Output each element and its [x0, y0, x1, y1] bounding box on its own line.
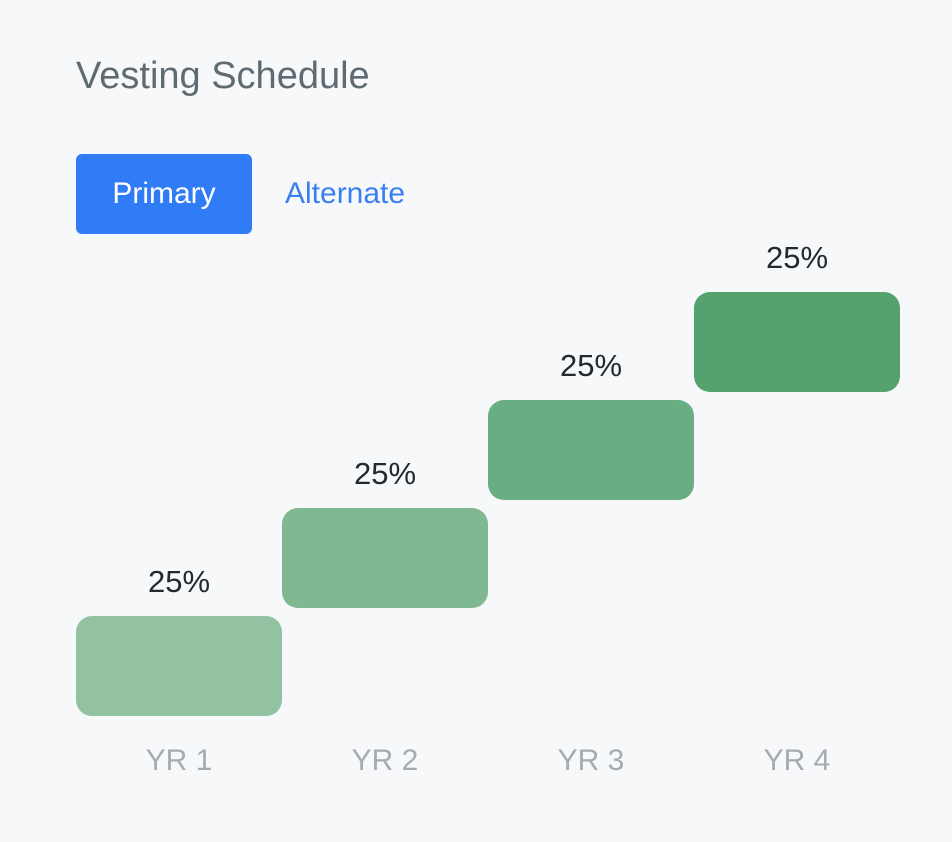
x-tick-label: YR 3 [558, 744, 625, 777]
tab-primary[interactable]: Primary [76, 154, 252, 234]
vesting-bar [282, 508, 488, 608]
bar-value-label: 25% [354, 456, 416, 491]
bar-value-label: 25% [766, 240, 828, 275]
x-tick-label: YR 4 [764, 744, 831, 777]
x-tick-label: YR 2 [352, 744, 419, 777]
page-title: Vesting Schedule [76, 55, 370, 97]
schedule-tabs: Primary Alternate [76, 154, 405, 234]
vesting-bar [488, 400, 694, 500]
x-tick-label: YR 1 [146, 744, 213, 777]
vesting-bar [76, 616, 282, 716]
bar-value-label: 25% [148, 564, 210, 599]
tab-alternate[interactable]: Alternate [285, 177, 406, 210]
vesting-bar [694, 292, 900, 392]
bar-value-label: 25% [560, 348, 622, 383]
